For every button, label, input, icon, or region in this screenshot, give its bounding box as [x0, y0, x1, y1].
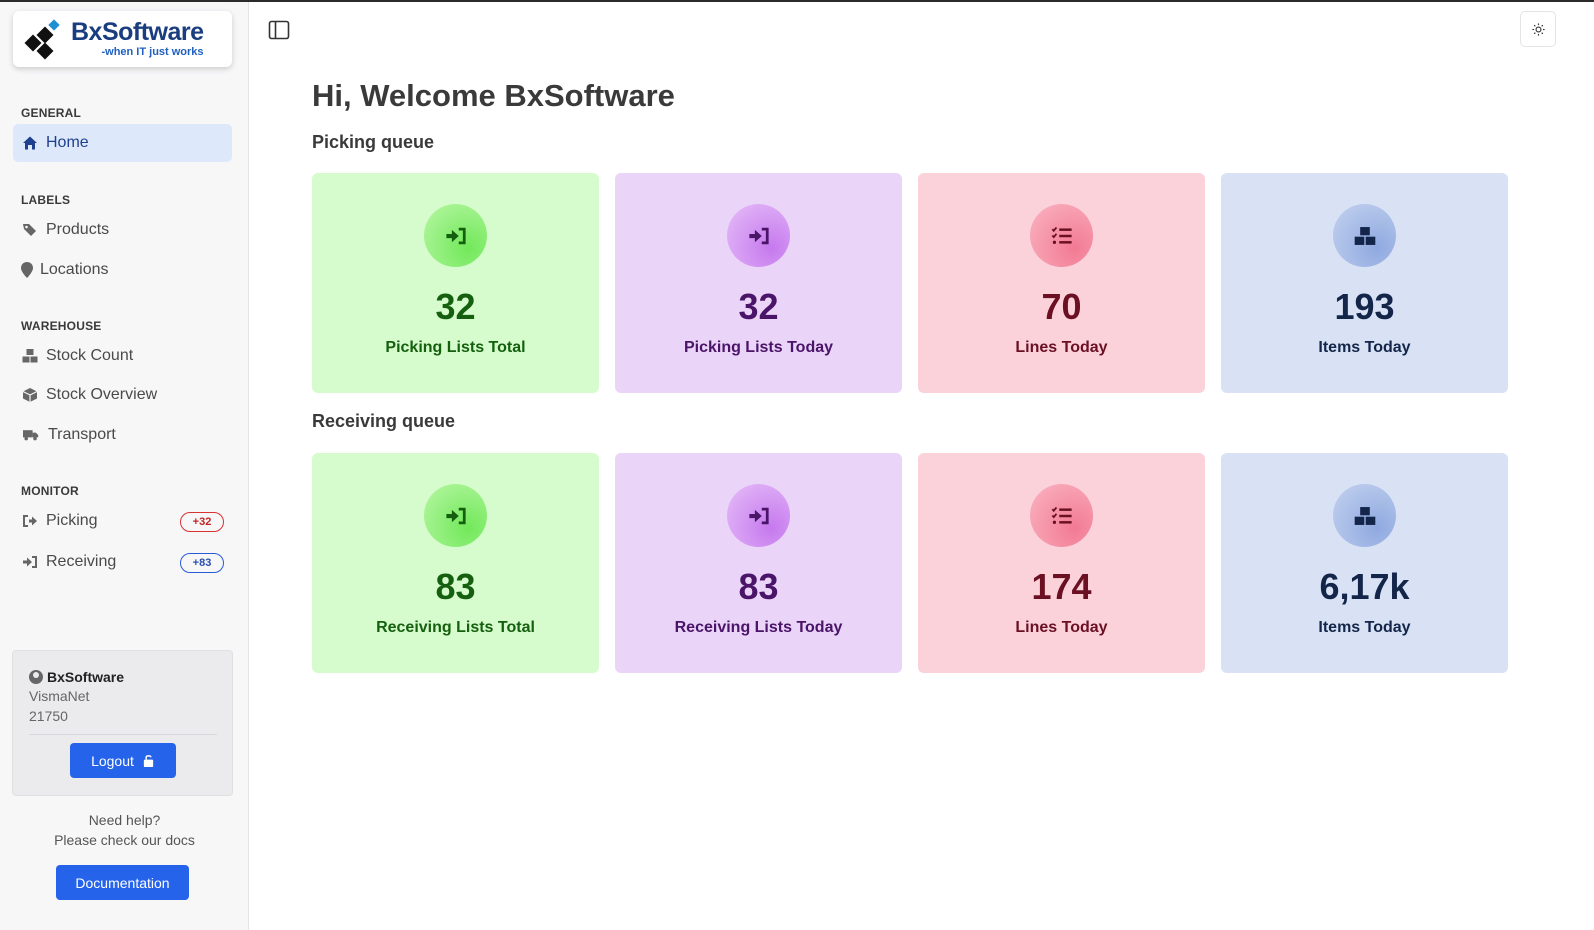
truck-icon: [21, 426, 41, 444]
user-system: VismaNet: [29, 688, 90, 704]
list-check-icon: [1030, 204, 1093, 267]
picking-count-badge: +32: [180, 512, 224, 532]
section-label-warehouse: WAREHOUSE: [21, 319, 102, 333]
sidebar-toggle-icon[interactable]: [268, 19, 290, 41]
stat-value: 83: [738, 566, 779, 607]
sidebar-item-locations[interactable]: Locations: [13, 251, 232, 289]
user-company-id: 21750: [29, 708, 68, 724]
picking-lists-total-card[interactable]: 32 Picking Lists Total: [312, 173, 599, 393]
stat-value: 83: [435, 566, 476, 607]
unlock-icon: [142, 754, 155, 767]
sidebar-item-label: Receiving: [46, 553, 117, 570]
divider: [29, 734, 217, 735]
section-label-labels: LABELS: [21, 193, 71, 207]
receiving-lists-total-card[interactable]: 83 Receiving Lists Total: [312, 453, 599, 673]
sidebar: BxSoftware -when IT just works GENERAL H…: [0, 2, 249, 930]
boxes-icon: [1333, 484, 1396, 547]
picking-lines-today-card[interactable]: 70 Lines Today: [918, 173, 1205, 393]
map-pin-icon: [21, 261, 33, 279]
user-card: BxSoftware VismaNet 21750 Logout: [12, 650, 233, 796]
picking-lists-today-card[interactable]: 32 Picking Lists Today: [615, 173, 902, 393]
receiving-count-badge: +83: [180, 553, 224, 573]
stat-value: 32: [738, 286, 779, 327]
sign-in-icon: [424, 204, 487, 267]
boxes-icon: [1333, 204, 1396, 267]
user-circle-icon: [29, 670, 43, 684]
sun-icon: [1531, 22, 1545, 36]
stat-label: Items Today: [1318, 339, 1411, 356]
stat-value: 6,17k: [1319, 566, 1410, 607]
tags-icon: [21, 221, 39, 239]
user-name-row: BxSoftware: [29, 669, 124, 685]
page-title: Hi, Welcome BxSoftware: [312, 78, 675, 113]
sidebar-item-home[interactable]: Home: [13, 124, 232, 162]
sidebar-item-stock-overview[interactable]: Stock Overview: [13, 376, 232, 414]
stat-value: 32: [435, 286, 476, 327]
sidebar-item-label: Home: [46, 134, 89, 151]
user-name: BxSoftware: [47, 669, 125, 685]
sign-in-icon: [727, 204, 790, 267]
sidebar-item-products[interactable]: Products: [13, 211, 232, 249]
sidebar-item-picking[interactable]: Picking +32: [13, 502, 232, 540]
picking-queue-title: Picking queue: [312, 132, 435, 152]
sidebar-item-stock-count[interactable]: Stock Count: [13, 337, 232, 375]
stat-label: Receiving Lists Total: [376, 619, 535, 636]
sidebar-item-transport[interactable]: Transport: [13, 416, 232, 454]
stat-value: 70: [1041, 286, 1082, 327]
sidebar-item-label: Stock Overview: [46, 386, 158, 403]
sidebar-item-receiving[interactable]: Receiving +83: [13, 543, 232, 581]
stat-label: Picking Lists Total: [385, 339, 526, 356]
stat-label: Receiving Lists Today: [674, 619, 843, 636]
sign-out-icon: [21, 512, 39, 530]
sign-in-icon: [727, 484, 790, 547]
sign-in-icon: [21, 553, 39, 571]
logo-mark-icon: [24, 19, 65, 60]
receiving-lists-today-card[interactable]: 83 Receiving Lists Today: [615, 453, 902, 673]
picking-items-today-card[interactable]: 193 Items Today: [1221, 173, 1508, 393]
stat-label: Items Today: [1318, 619, 1411, 636]
brand-logo[interactable]: BxSoftware -when IT just works: [13, 11, 232, 67]
help-text-line1: Need help?: [88, 812, 161, 828]
brand-tagline: -when IT just works: [101, 46, 204, 58]
stat-label: Lines Today: [1015, 619, 1108, 636]
documentation-button[interactable]: Documentation: [56, 865, 189, 900]
receiving-queue-title: Receiving queue: [312, 411, 456, 431]
receiving-lines-today-card[interactable]: 174 Lines Today: [918, 453, 1205, 673]
logout-button[interactable]: Logout: [70, 743, 176, 778]
stat-label: Picking Lists Today: [683, 339, 834, 356]
sidebar-item-label: Stock Count: [46, 347, 134, 364]
logout-label: Logout: [91, 752, 134, 769]
boxes-icon: [21, 347, 39, 365]
theme-toggle-button[interactable]: [1520, 11, 1556, 47]
receiving-items-today-card[interactable]: 6,17k Items Today: [1221, 453, 1508, 673]
sidebar-item-label: Locations: [40, 261, 109, 278]
stat-label: Lines Today: [1015, 339, 1108, 356]
stat-value: 174: [1031, 566, 1092, 607]
section-label-monitor: MONITOR: [21, 484, 79, 498]
section-label-general: GENERAL: [21, 106, 82, 120]
sign-in-icon: [424, 484, 487, 547]
box-icon: [21, 386, 39, 404]
list-check-icon: [1030, 484, 1093, 547]
home-icon: [21, 134, 39, 152]
stat-value: 193: [1334, 286, 1395, 327]
help-text-line2: Please check our docs: [54, 832, 195, 848]
sidebar-item-label: Products: [46, 221, 110, 238]
sidebar-item-label: Transport: [48, 426, 116, 443]
sidebar-item-label: Picking: [46, 512, 98, 529]
brand-name: BxSoftware: [71, 18, 204, 46]
